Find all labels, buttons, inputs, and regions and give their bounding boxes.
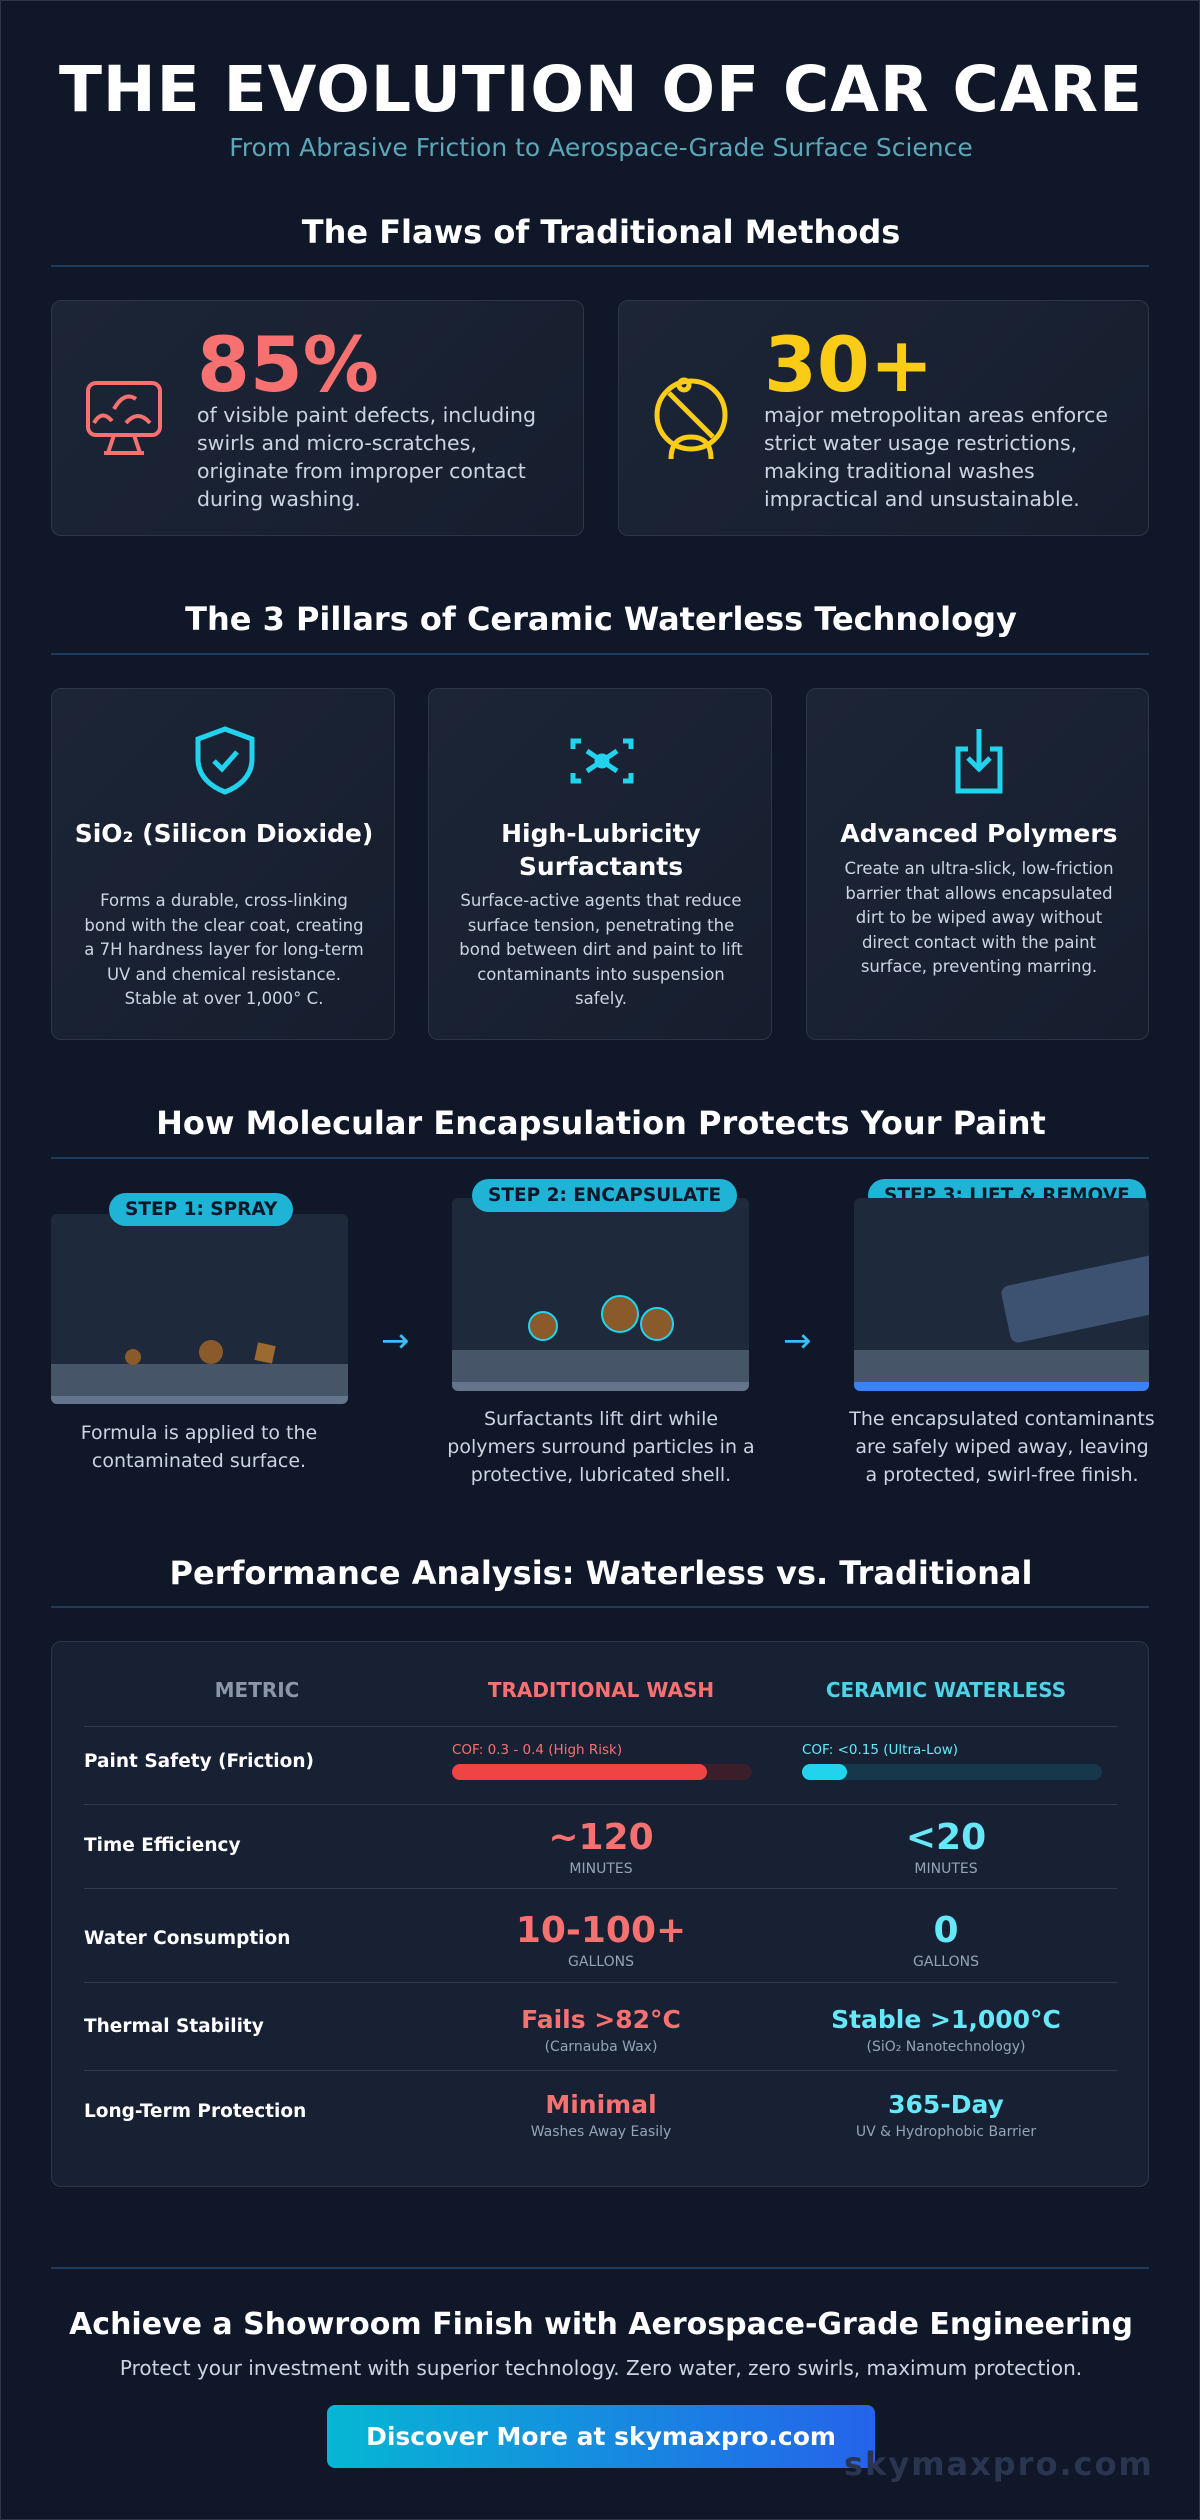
stat-value: 85%: [197, 320, 379, 409]
encapsulate-scene: [452, 1295, 749, 1391]
metric-value: 365-Day: [888, 2090, 1004, 2119]
cta-heading: Achieve a Showroom Finish with Aerospace…: [69, 2307, 1133, 2342]
divider: [51, 1606, 1149, 1608]
row-divider: [84, 1726, 1118, 1727]
step-panel: [854, 1198, 1149, 1391]
pillar-title: Advanced Polymers: [840, 819, 1118, 848]
step-badge: STEP 2: ENCAPSULATE: [472, 1179, 738, 1212]
water-restriction-icon: [654, 377, 728, 460]
row-divider: [84, 2070, 1118, 2071]
divider: [51, 265, 1149, 267]
metric-label: Paint Safety (Friction): [84, 1751, 314, 1772]
column-header: TRADITIONAL WASH: [487, 1678, 715, 1702]
shield-icon: [195, 726, 255, 795]
metric-note: UV & Hydrophobic Barrier: [855, 2124, 1037, 2140]
pillar-card: High-Lubricity Surfactants Surface-activ…: [428, 688, 772, 1040]
stat-value: 30+: [764, 320, 934, 409]
meter-fill: [802, 1764, 847, 1780]
row-divider: [84, 1888, 1118, 1889]
pillar-text: Create an ultra-slick, low-friction barr…: [844, 859, 1114, 976]
metric-note: MINUTES: [914, 1861, 978, 1877]
divider: [51, 2267, 1149, 2269]
pillar-title: High-Lubricity Surfactants: [501, 819, 701, 881]
column-header: CERAMIC WATERLESS: [825, 1678, 1067, 1702]
meter-track: [802, 1764, 1102, 1780]
divider: [51, 653, 1149, 655]
stat-text: of visible paint defects, including swir…: [197, 403, 536, 511]
page-subtitle: From Abrasive Friction to Aerospace-Grad…: [229, 133, 973, 162]
step-caption: Surfactants lift dirt while polymers sur…: [447, 1408, 755, 1486]
step-badge: STEP 1: SPRAY: [109, 1193, 294, 1226]
metric-label: Thermal Stability: [84, 2016, 264, 2037]
arrow: →: [783, 1321, 812, 1361]
metric-value: Minimal: [545, 2090, 657, 2119]
step-panel: [452, 1198, 749, 1391]
stat-card: 85% of visible paint defects, including …: [51, 300, 584, 536]
meter-track: [452, 1764, 752, 1780]
pillar-title: SiO₂ (Silicon Dioxide): [74, 819, 374, 848]
pillar-card: SiO₂ (Silicon Dioxide) Forms a durable, …: [51, 688, 395, 1040]
metric-value: ~120: [548, 1817, 654, 1858]
arrow: →: [381, 1321, 410, 1361]
monitor-icon: [86, 381, 162, 455]
metric-label: Water Consumption: [84, 1928, 291, 1949]
divider: [51, 1157, 1149, 1159]
metric-note: GALLONS: [913, 1954, 979, 1970]
step-panel: [51, 1214, 348, 1404]
metric-value: Fails >82°C: [521, 2005, 681, 2034]
section-heading: Performance Analysis: Waterless vs. Trad…: [169, 1554, 1033, 1592]
metric-value: 10-100+: [515, 1910, 687, 1951]
step-caption: The encapsulated contaminants are safely…: [849, 1408, 1155, 1486]
section-heading: The Flaws of Traditional Methods: [301, 213, 901, 251]
section-heading: How Molecular Encapsulation Protects You…: [156, 1104, 1046, 1142]
step-caption: Formula is applied to the contaminated s…: [80, 1422, 318, 1472]
watermark: skymaxpro.com: [844, 2445, 1154, 2483]
cta-text: Protect your investment with superior te…: [119, 2356, 1083, 2380]
meter-fill: [452, 1764, 707, 1780]
stat-card: 30+ major metropolitan areas enforce str…: [618, 300, 1149, 536]
metric-value: <20: [905, 1817, 987, 1858]
metric-note: MINUTES: [569, 1861, 633, 1877]
row-divider: [84, 1804, 1118, 1805]
comparison-table: METRIC TRADITIONAL WASH CERAMIC WATERLES…: [51, 1641, 1149, 2187]
pillar-text: Forms a durable, cross-linking bond with…: [84, 891, 364, 1008]
metric-note: GALLONS: [568, 1954, 634, 1970]
meter-label: COF: <0.15 (Ultra-Low): [802, 1742, 959, 1758]
metric-label: Long-Term Protection: [84, 2101, 307, 2122]
download-icon: [955, 729, 1003, 794]
metric-note: (Carnauba Wax): [544, 2039, 658, 2055]
section-heading: The 3 Pillars of Ceramic Waterless Techn…: [185, 600, 1017, 638]
spray-scene: [51, 1340, 348, 1404]
row-divider: [84, 1982, 1118, 1983]
molecule-icon: [570, 738, 634, 784]
meter-label: COF: 0.3 - 0.4 (High Risk): [452, 1742, 623, 1758]
metric-label: Time Efficiency: [84, 1835, 241, 1856]
column-header: METRIC: [214, 1678, 300, 1702]
stat-text: major metropolitan areas enforce strict …: [764, 403, 1109, 511]
metric-value: Stable >1,000°C: [831, 2005, 1061, 2034]
cta-button[interactable]: Discover More at skymaxpro.com: [327, 2405, 875, 2468]
metric-note: Washes Away Easily: [530, 2124, 672, 2140]
metric-value: 0: [933, 1910, 959, 1951]
pillar-text: Surface-active agents that reduce surfac…: [459, 891, 743, 1008]
page-title: THE EVOLUTION OF CAR CARE: [58, 53, 1144, 126]
remove-scene: [854, 1255, 1149, 1391]
pillar-card: Advanced Polymers Create an ultra-slick,…: [806, 688, 1149, 1040]
metric-note: (SiO₂ Nanotechnology): [866, 2039, 1026, 2055]
